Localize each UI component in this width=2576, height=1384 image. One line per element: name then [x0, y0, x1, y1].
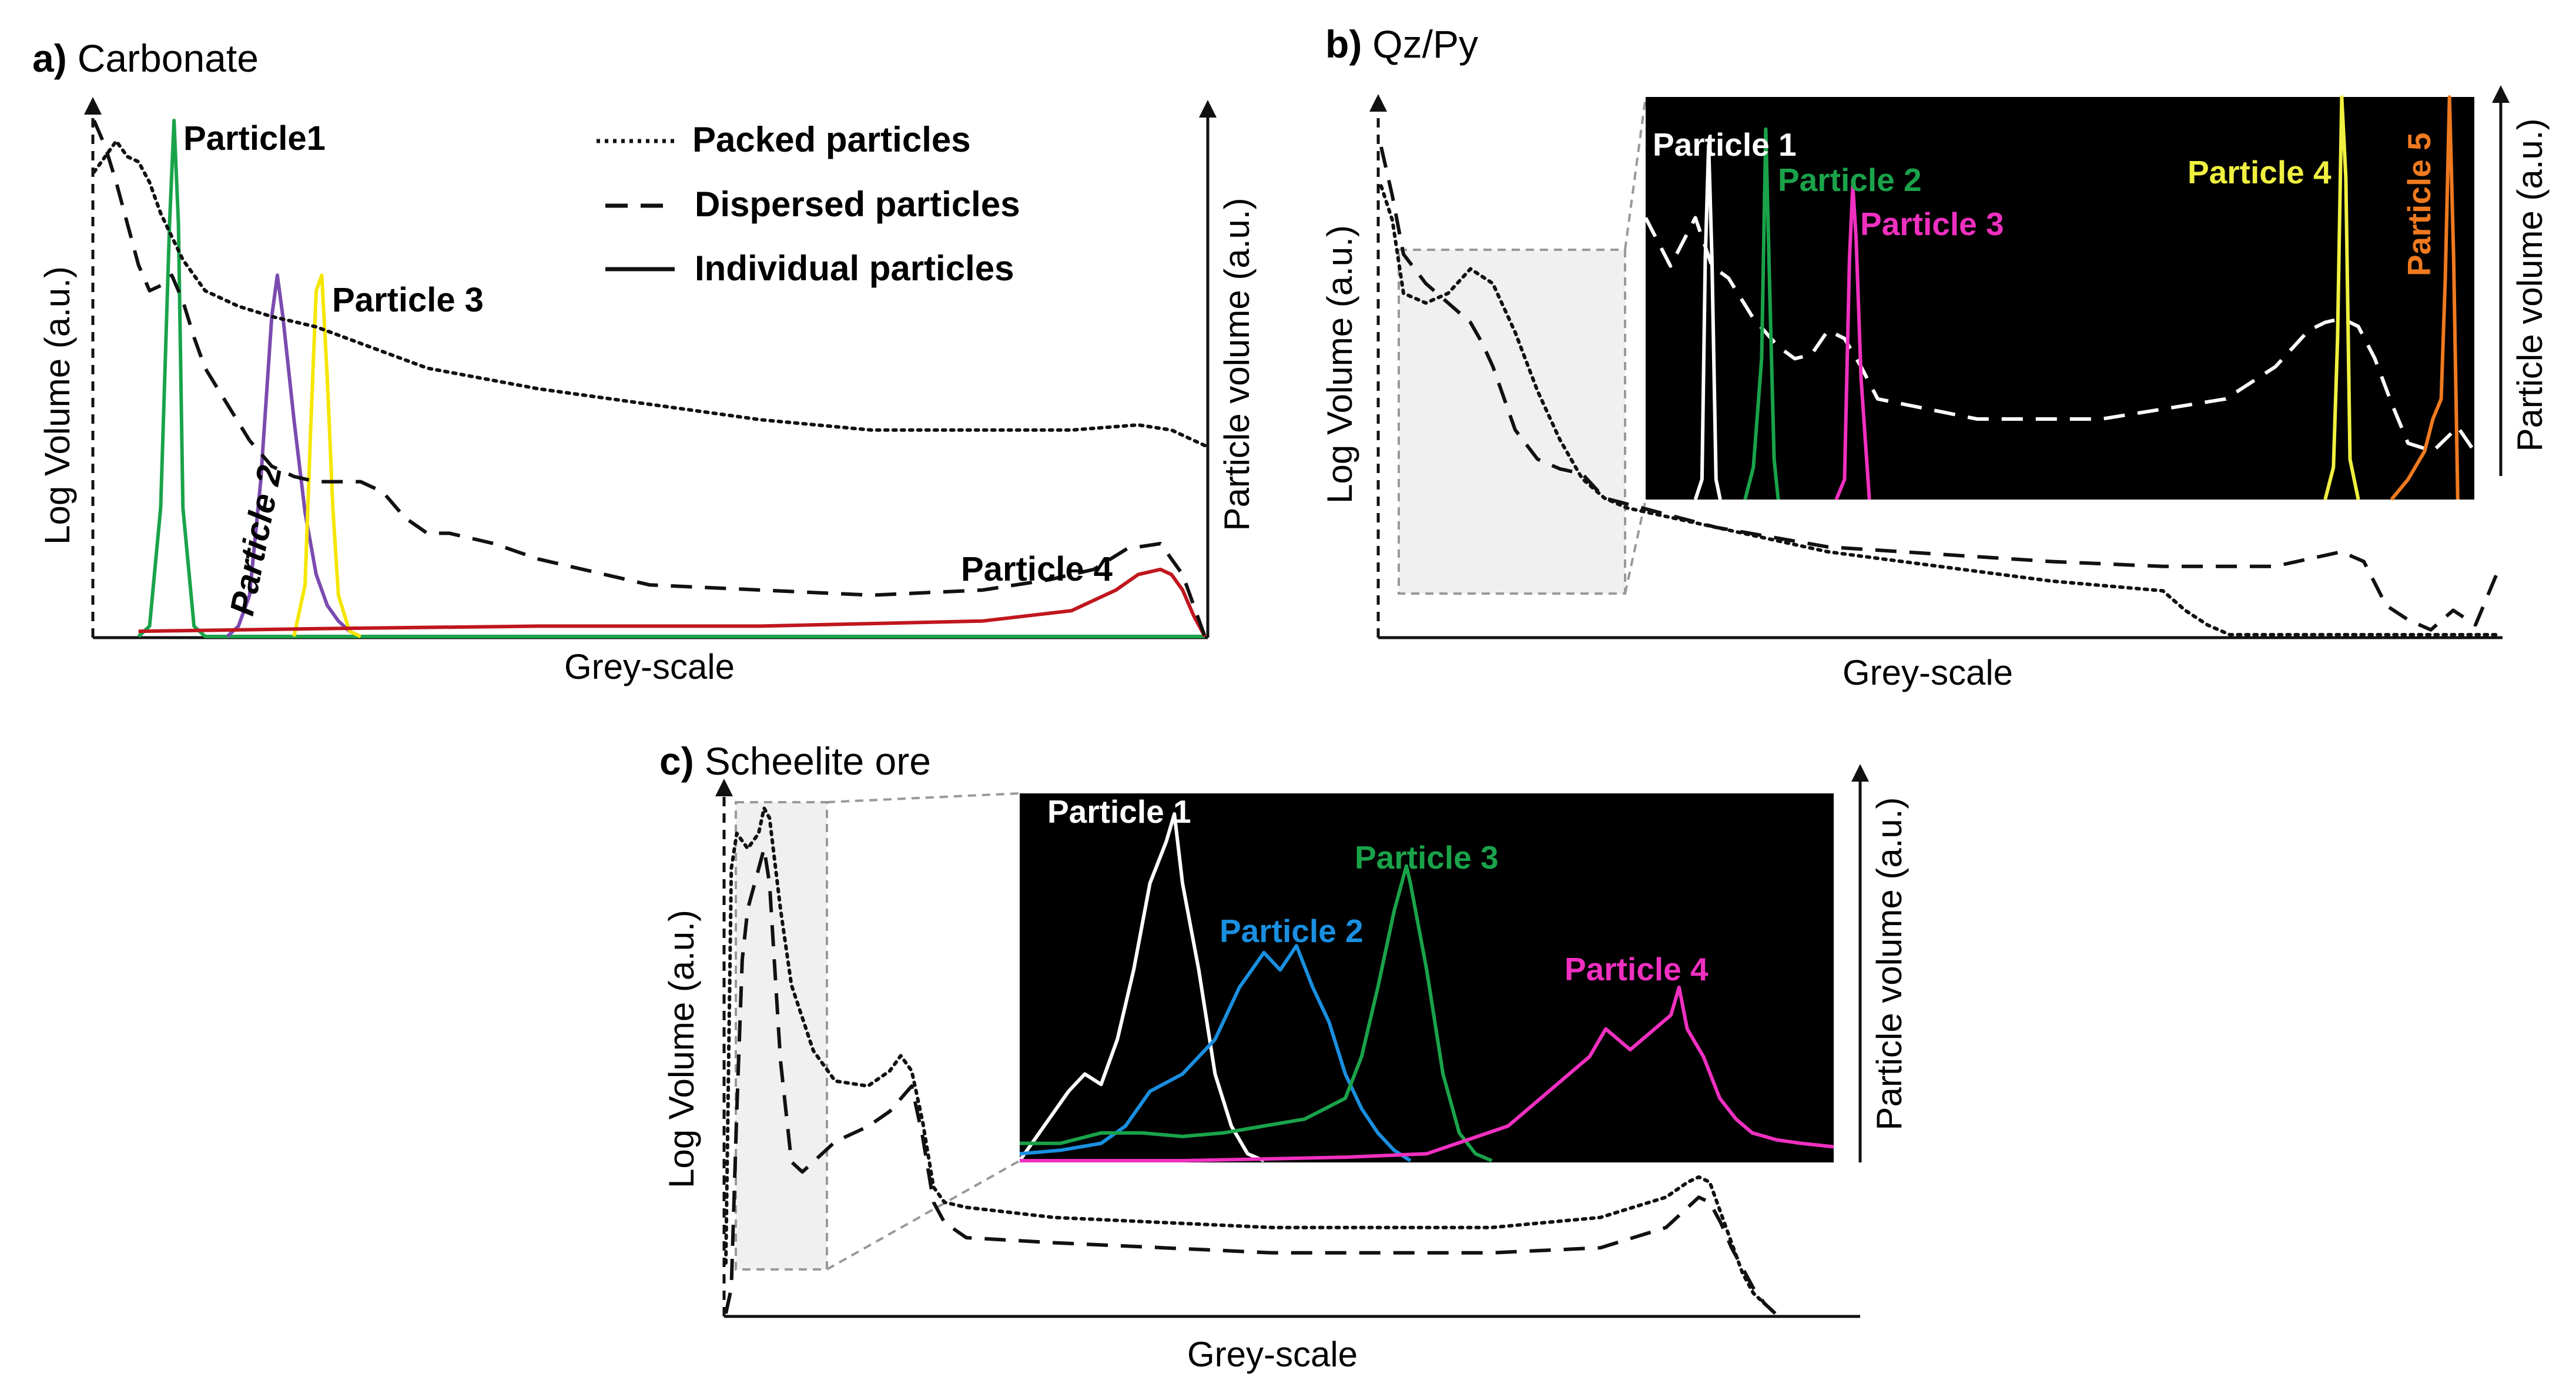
panel-c-title: Scheelite ore — [705, 739, 931, 783]
panel-b-inset-particle-1-line — [1693, 143, 1722, 500]
panel-b-letter: b) — [1325, 22, 1362, 66]
panel-b-inset-plot — [1644, 95, 2476, 501]
panel-b-packed-particles-line — [1379, 184, 2500, 636]
panel-c-particle-4-label: Particle 4 — [1565, 951, 1709, 987]
panel-b-particle-2-label: Particle 2 — [1778, 162, 1922, 198]
panel-c: c) Scheelite ore Log Volume (a.u.) Grey-s… — [659, 739, 1909, 1374]
panel-b-x-label: Grey-scale — [1843, 653, 2013, 692]
panel-c-zoom-region — [735, 801, 828, 1271]
panel-b-plot — [1379, 146, 2500, 636]
panel-b-dispersed-particles-line — [1379, 146, 2500, 632]
panel-a-particle-4-label: Particle 4 — [961, 550, 1113, 588]
panel-c-x-label: Grey-scale — [1187, 1335, 1358, 1374]
panel-a-particle-3-line — [292, 273, 361, 638]
panel-a-dispersed-particles-line — [92, 119, 1207, 638]
panel-a-packed-particles-line — [92, 139, 1207, 448]
panel-a-particle-2-line — [226, 273, 361, 638]
panel-b-inset-dispersed-particles-zoom-line — [1644, 216, 2476, 453]
panel-a-y-label-right: Particle volume (a.u.) — [1217, 198, 1257, 531]
legend-individual-label: Individual particles — [695, 249, 1014, 288]
legend-dispersed-label: Dispersed particles — [695, 185, 1020, 224]
panel-b-y-label-left: Log Volume (a.u.) — [1320, 225, 1359, 504]
panel-a-legend: Packed particles Dispersed particles Ind… — [597, 120, 1020, 288]
panel-a-particle-3-label: Particle 3 — [332, 281, 484, 319]
panel-b-inset-particle-3-line — [1834, 183, 1871, 501]
panel-a-letter: a) — [32, 36, 67, 80]
panel-a: a) Carbonate Log Volume (a.u.) Particle v… — [32, 36, 1257, 686]
panel-b-particle-4-label: Particle 4 — [2188, 154, 2332, 190]
panel-a-plot — [92, 119, 1207, 638]
panel-a-title: Carbonate — [78, 36, 259, 80]
panel-b-particle-5-label: Particle 5 — [2401, 132, 2437, 276]
panel-a-particle-4-line — [138, 567, 1207, 638]
panel-c-y-label-left: Log Volume (a.u.) — [662, 910, 701, 1188]
panel-c-plot — [724, 806, 1777, 1315]
panel-c-particle-2-label: Particle 2 — [1220, 913, 1364, 949]
panel-c-inset-particle-1-line — [1018, 812, 1265, 1162]
panel-c-heading: c) Scheelite ore — [659, 739, 931, 783]
panel-b-y-label-right: Particle volume (a.u.) — [2510, 119, 2550, 452]
panel-c-zoom-connector-top — [826, 792, 1020, 803]
panel-c-inset-particle-3-line — [1020, 864, 1493, 1162]
panel-a-heading: a) Carbonate — [32, 36, 259, 80]
panel-a-particle-1-label: Particle1 — [183, 119, 326, 157]
panel-b-inset-particle-2-line — [1743, 127, 1780, 500]
panel-c-zoom-connector-bottom — [826, 1160, 1020, 1271]
panel-b-zoom-connector-bottom — [1624, 499, 1647, 594]
panel-c-inset-particle-2-line — [1019, 944, 1412, 1162]
panel-c-inset-plot — [1018, 812, 1834, 1162]
panel-b-heading: b) Qz/Py — [1325, 22, 1478, 66]
panel-b-zoom-connector-top — [1624, 96, 1647, 250]
panel-a-x-label: Grey-scale — [564, 647, 735, 686]
panel-c-y-label-right: Particle volume (a.u.) — [1870, 797, 1909, 1131]
panel-b-particle-3-label: Particle 3 — [1860, 206, 2004, 242]
panel-b-particle-1-label: Particle 1 — [1653, 126, 1797, 163]
panel-c-packed-particles-line — [724, 806, 1777, 1315]
panel-b-inset-particle-5-line — [2390, 95, 2460, 501]
panel-b-inset-particle-4-line — [2323, 95, 2360, 500]
panel-b: b) Qz/Py Log Volume (a.u.) Grey-scale Par… — [1320, 22, 2550, 692]
panel-c-dispersed-particles-line — [724, 846, 1777, 1315]
panel-c-inset-particle-4-line — [1020, 986, 1834, 1162]
panel-c-letter: c) — [659, 739, 694, 783]
panel-c-particle-3-label: Particle 3 — [1355, 839, 1499, 876]
panel-a-y-label-left: Log Volume (a.u.) — [38, 266, 77, 545]
panel-c-particle-1-label: Particle 1 — [1047, 793, 1191, 830]
legend-packed-label: Packed particles — [692, 120, 971, 159]
panel-a-particle-2-label: Particle 2 — [223, 463, 289, 619]
panel-b-title: Qz/Py — [1372, 22, 1478, 66]
